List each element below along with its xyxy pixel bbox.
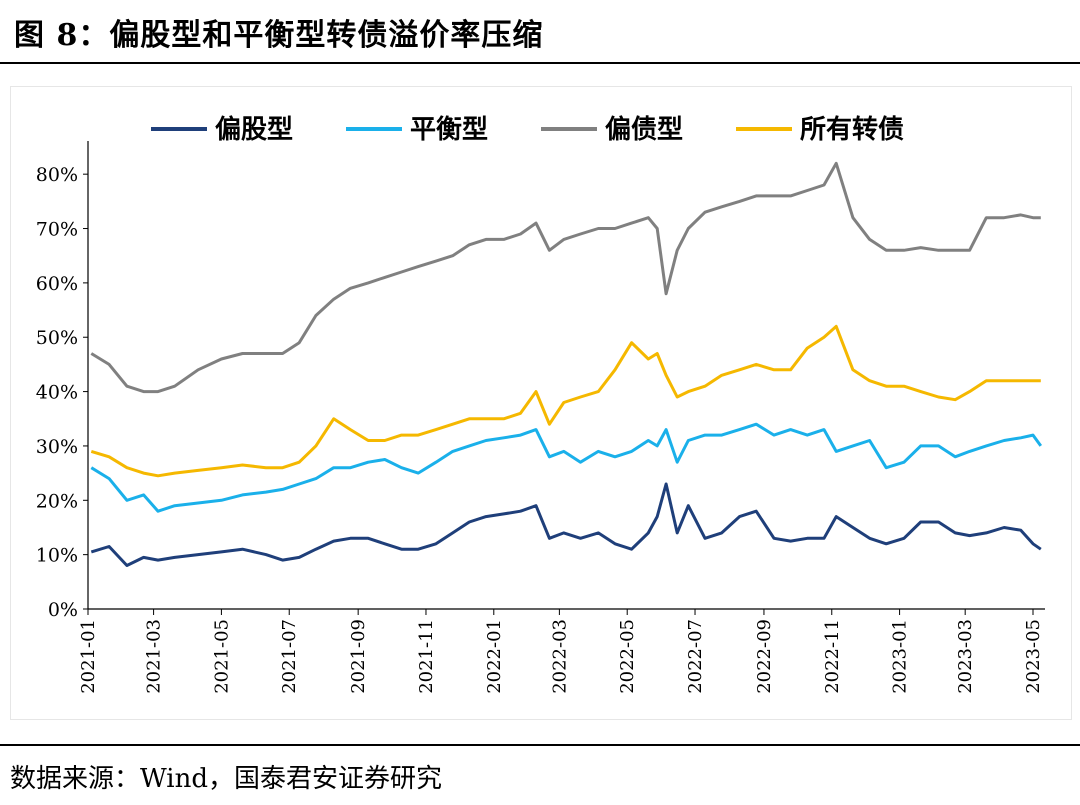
y-tick-label: 60% — [36, 273, 78, 295]
x-tick-label: 2022-09 — [754, 619, 775, 694]
y-tick-label: 50% — [36, 327, 78, 349]
legend-label-2: 偏债型 — [605, 114, 683, 145]
y-tick-label: 0% — [48, 599, 78, 621]
x-tick-label: 2022-07 — [685, 619, 706, 694]
x-tick-label: 2021-11 — [416, 619, 437, 694]
y-tick-label: 30% — [36, 436, 78, 458]
x-tick-label: 2022-03 — [549, 619, 570, 694]
x-tick-label: 2021-05 — [211, 619, 232, 694]
legend-label-1: 平衡型 — [410, 114, 488, 145]
x-tick-label: 2021-09 — [348, 619, 369, 694]
x-tick-label: 2022-11 — [822, 619, 843, 694]
x-tick-label: 2023-03 — [955, 619, 976, 694]
x-tick-label: 2023-05 — [1023, 619, 1044, 694]
y-tick-label: 20% — [36, 490, 78, 512]
y-tick-label: 70% — [36, 219, 78, 241]
x-tick-label: 2021-01 — [78, 619, 99, 694]
legend-label-0: 偏股型 — [215, 114, 293, 145]
x-tick-label: 2021-07 — [279, 619, 300, 694]
source-note: 数据来源：Wind，国泰君安证券研究 — [10, 764, 442, 794]
x-tick-label: 2023-01 — [890, 619, 911, 694]
series-line-1 — [90, 422, 1043, 513]
y-tick-label: 10% — [36, 545, 78, 567]
x-tick-label: 2021-03 — [144, 619, 165, 694]
chart-title: 图 8：偏股型和平衡型转债溢价率压缩 — [14, 18, 544, 53]
y-tick-label: 40% — [36, 382, 78, 404]
y-tick-label: 80% — [36, 164, 78, 186]
series-line-3 — [90, 324, 1041, 478]
x-tick-label: 2022-05 — [617, 619, 638, 694]
chart-panel: 0% 10% 20% 30% 40% 50% 60% 70% 80% 2021-01 2021-03… — [10, 86, 1072, 720]
legend-label-3: 所有转债 — [800, 115, 904, 145]
series-line-0 — [90, 482, 1042, 567]
series-line-2 — [90, 161, 1041, 394]
line-chart: 0% 10% 20% 30% 40% 50% 60% 70% 80% 2021-01 2021-03… — [36, 114, 1045, 694]
title-divider — [0, 62, 1080, 64]
footer-divider — [0, 744, 1080, 746]
x-tick-label: 2022-01 — [484, 619, 505, 694]
